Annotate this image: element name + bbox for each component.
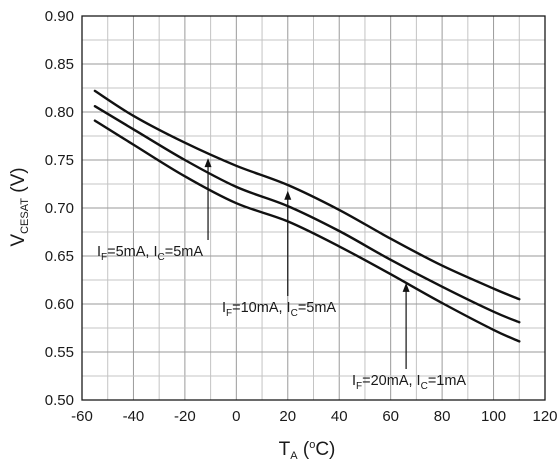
y-tick-labels: 0.50 0.55 0.60 0.65 0.70 0.75 0.80 0.85 0.90 <box>45 8 74 409</box>
y-tick-label: 0.80 <box>45 104 74 121</box>
x-tick-label: 100 <box>481 408 506 425</box>
x-tick-label: 60 <box>382 408 399 425</box>
y-tick-label: 0.55 <box>45 344 74 361</box>
annotation-label: IF=20mA, IC=1mA <box>352 373 466 392</box>
y-axis-title: VCESAT (V) <box>8 167 31 246</box>
x-tick-label: 120 <box>532 408 557 425</box>
x-axis-title: TA (oC) <box>279 439 336 462</box>
y-tick-label: 0.75 <box>45 152 74 169</box>
x-tick-label: 0 <box>232 408 240 425</box>
y-tick-label: 0.60 <box>45 296 74 313</box>
series-line <box>95 91 519 299</box>
x-tick-label: 40 <box>331 408 348 425</box>
x-tick-label: -60 <box>71 408 93 425</box>
annotations: IF=5mA, IC=5mA IF=10mA, IC=5mA IF=20mA, … <box>97 158 466 392</box>
y-tick-label: 0.65 <box>45 248 74 265</box>
x-tick-label: 20 <box>279 408 296 425</box>
grid <box>82 16 545 400</box>
annotation-arrowhead <box>284 191 291 200</box>
y-tick-label: 0.90 <box>45 8 74 25</box>
x-tick-labels: -60 -40 -20 0 20 40 60 80 100 120 <box>71 408 557 425</box>
x-tick-label: -40 <box>123 408 145 425</box>
series-line <box>95 106 519 322</box>
x-tick-label: -20 <box>174 408 196 425</box>
x-tick-label: 80 <box>434 408 451 425</box>
y-tick-label: 0.70 <box>45 200 74 217</box>
y-tick-label: 0.50 <box>45 392 74 409</box>
y-tick-label: 0.85 <box>45 56 74 73</box>
annotation-label: IF=10mA, IC=5mA <box>222 300 336 319</box>
annotation-label: IF=5mA, IC=5mA <box>97 244 203 263</box>
